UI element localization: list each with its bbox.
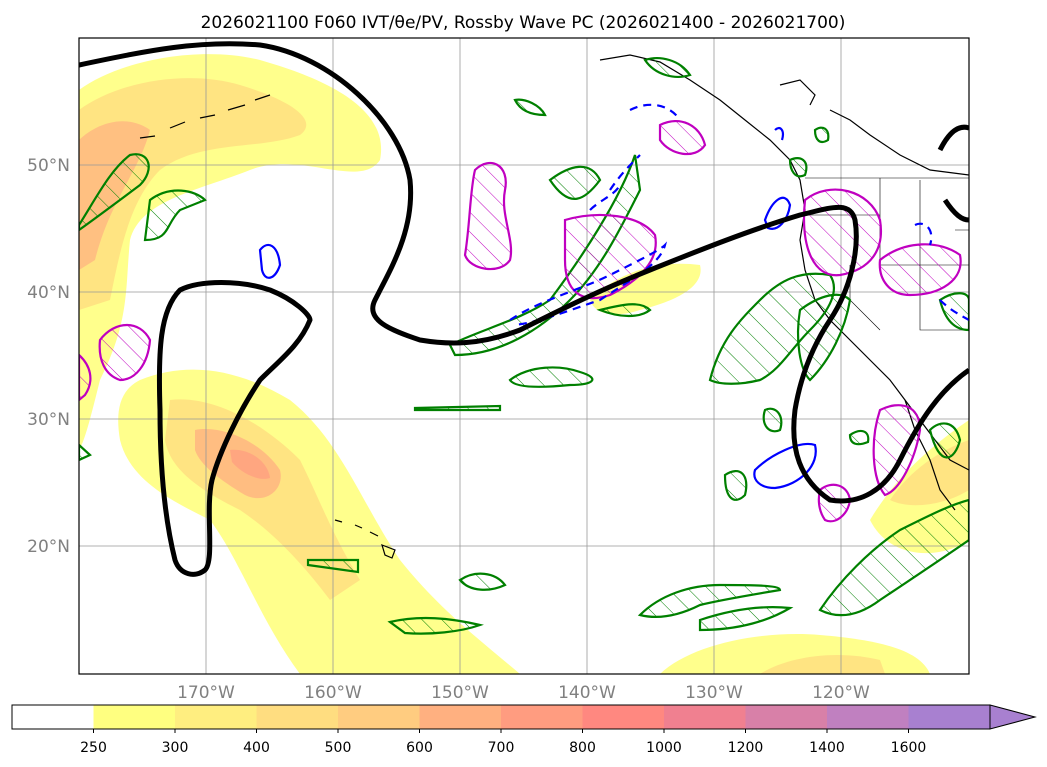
colorbar-swatch bbox=[256, 705, 339, 729]
green-contour bbox=[596, 303, 652, 318]
blue-contour bbox=[753, 442, 817, 490]
colorbar-swatch bbox=[338, 705, 420, 729]
green-contour bbox=[818, 498, 969, 617]
green-contour bbox=[306, 558, 360, 574]
lon-label-150w: 150°W bbox=[431, 683, 489, 703]
colorbar-tick-label: 1000 bbox=[646, 740, 682, 756]
green-contour bbox=[513, 98, 547, 117]
lon-label-140w: 140°W bbox=[558, 683, 616, 703]
lat-label-50n: 50°N bbox=[27, 156, 70, 176]
colorbar-tick-label: 400 bbox=[243, 740, 270, 756]
green-contour bbox=[813, 126, 830, 144]
lon-label-120w: 120°W bbox=[812, 683, 870, 703]
lat-label-40n: 40°N bbox=[27, 283, 70, 303]
blue-dashed-contour bbox=[589, 103, 681, 211]
magenta-contour bbox=[872, 404, 922, 497]
green-contour bbox=[143, 189, 207, 242]
blue-dashed-contour bbox=[509, 241, 668, 327]
colorbar-swatch bbox=[908, 705, 991, 729]
green-contour bbox=[508, 366, 594, 388]
lat-labels: 50°N 40°N 30°N 20°N bbox=[27, 156, 70, 557]
magenta-contour bbox=[79, 353, 92, 402]
blue-contour bbox=[763, 196, 792, 230]
magenta-contour bbox=[98, 324, 152, 382]
pv-contour-loop bbox=[156, 280, 313, 577]
magenta-contour bbox=[878, 243, 962, 297]
colorbar-swatch bbox=[12, 705, 94, 729]
colorbar-tick-label: 300 bbox=[162, 740, 189, 756]
colorbar-swatch bbox=[664, 705, 746, 729]
chart-title: 2026021100 F060 IVT/θe/PV, Rossby Wave P… bbox=[201, 13, 846, 33]
colorbar-swatch bbox=[419, 705, 502, 729]
blue-dashed-contour bbox=[914, 222, 969, 321]
lat-label-20n: 20°N bbox=[27, 537, 70, 557]
blue-contours bbox=[258, 103, 969, 490]
colorbar-swatch bbox=[582, 705, 665, 729]
colorbar-tick-label: 1400 bbox=[809, 740, 845, 756]
pv-contour-line bbox=[937, 124, 969, 223]
green-contour bbox=[698, 606, 794, 632]
magenta-contour bbox=[658, 120, 707, 156]
lon-label-160w: 160°W bbox=[304, 683, 362, 703]
colorbar-tick-label: 600 bbox=[406, 740, 433, 756]
map-frame bbox=[78, 37, 970, 675]
colorbar-tick-label: 800 bbox=[569, 740, 596, 756]
green-contour bbox=[413, 404, 502, 412]
colorbar-tick-label: 250 bbox=[80, 740, 107, 756]
colorbar-tick-label: 500 bbox=[325, 740, 352, 756]
colorbar-tick-label: 1600 bbox=[891, 740, 927, 756]
lon-labels: 170°W 160°W 150°W 140°W 130°W 120°W bbox=[177, 683, 870, 703]
magenta-contour bbox=[803, 188, 883, 277]
green-contour bbox=[637, 583, 782, 619]
green-contour bbox=[928, 422, 962, 459]
green-contour bbox=[848, 429, 870, 446]
green-contour bbox=[788, 157, 808, 178]
lon-label-130w: 130°W bbox=[685, 683, 743, 703]
hawaii-islands bbox=[334, 519, 396, 559]
blue-contour bbox=[258, 243, 282, 279]
green-contour bbox=[723, 470, 748, 501]
aleutian-islands bbox=[139, 94, 271, 139]
green-contour bbox=[708, 272, 835, 385]
colorbar: 250 300 400 500 600 700 800 1000 1200 1400 1600 bbox=[11, 704, 1037, 756]
colorbar-swatches bbox=[11, 704, 1037, 730]
alaska-canada-coast bbox=[779, 79, 969, 176]
colorbar-tick-label: 1200 bbox=[728, 740, 764, 756]
pv-contour bbox=[79, 41, 969, 577]
green-contour bbox=[548, 165, 602, 201]
pv-contour-line bbox=[79, 41, 969, 504]
lat-label-30n: 30°N bbox=[27, 410, 70, 430]
green-contour bbox=[387, 616, 484, 635]
colorbar-swatch bbox=[827, 705, 909, 729]
colorbar-swatch bbox=[501, 705, 583, 729]
colorbar-swatch bbox=[93, 705, 176, 729]
green-contour bbox=[79, 153, 150, 232]
colorbar-swatch bbox=[745, 705, 828, 729]
green-contour bbox=[643, 57, 692, 78]
green-contour bbox=[762, 407, 783, 433]
colorbar-tick-label: 700 bbox=[488, 740, 515, 756]
colorbar-extend-arrow bbox=[989, 704, 1037, 730]
colorbar-swatch bbox=[175, 705, 257, 729]
map-area bbox=[79, 38, 969, 674]
colorbar-labels: 250 300 400 500 600 700 800 1000 1200 1400 1600 bbox=[80, 729, 926, 756]
green-contour bbox=[79, 443, 92, 462]
blue-contour bbox=[774, 126, 784, 141]
lon-label-170w: 170°W bbox=[177, 683, 235, 703]
magenta-contour bbox=[463, 161, 513, 271]
green-contour bbox=[458, 572, 507, 591]
